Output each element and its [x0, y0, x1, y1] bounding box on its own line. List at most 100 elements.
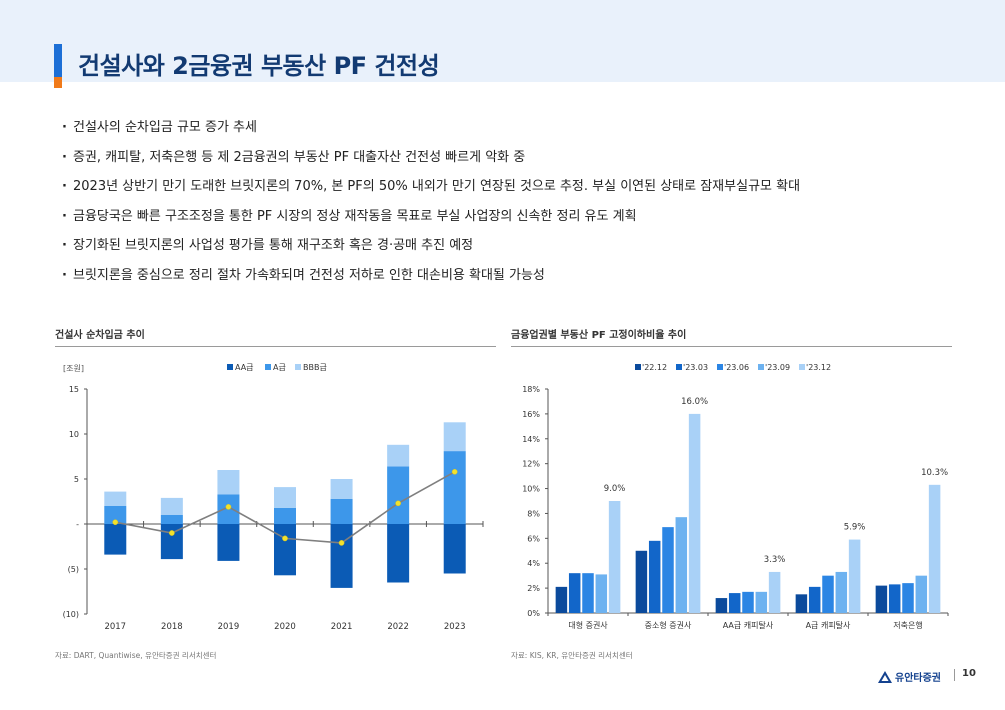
- chart1-bar: [387, 524, 410, 583]
- chart2-legend-swatch: [717, 364, 723, 370]
- bullet-text: 2023년 상반기 만기 도래한 브릿지론의 70%, 본 PF의 50% 내외…: [73, 179, 801, 194]
- chart2-bar: [888, 584, 901, 613]
- chart1-y-tick-label: -: [76, 520, 79, 529]
- chart2-legend-label: '23.06: [724, 363, 749, 372]
- chart2-bar: [608, 501, 621, 613]
- chart2-bar: [635, 550, 648, 613]
- page-number: 10: [962, 668, 976, 679]
- chart1-bar: [274, 507, 296, 524]
- chart1-line-point: [338, 540, 345, 546]
- pf-npl-ratio-chart: '22.12 '23.03 '23.06 '23.09 '23.12 0% 2% 4% 6% 8…: [522, 363, 949, 630]
- chart2-bar: [848, 539, 861, 613]
- chart2-bar: [835, 571, 848, 613]
- chart2-y-tick-label: 10%: [522, 485, 540, 494]
- chart1-line-point: [112, 519, 119, 526]
- chart1-y-tick-label: (5): [68, 565, 79, 574]
- chart1-bar: [443, 524, 466, 574]
- chart1-unit-label: [조원]: [63, 364, 84, 373]
- chart2-x-label: AA급 캐피탈사: [723, 620, 774, 630]
- chart1-legend-swatch: [265, 364, 271, 370]
- chart2-bar: [555, 586, 568, 613]
- chart1-x-label: 2020: [274, 622, 296, 632]
- chart1-y-tick-label: 15: [69, 385, 79, 394]
- chart2-data-label: 9.0%: [604, 484, 626, 494]
- chart2-bar: [795, 594, 808, 613]
- chart1-bar: [160, 497, 183, 515]
- chart2-data-label: 16.0%: [681, 397, 708, 407]
- bullet-text: 금융당국은 빠른 구조조정을 통한 PF 시장의 정상 재작동을 목표로 부실 …: [73, 208, 637, 224]
- chart2-data-label: 10.3%: [921, 468, 948, 478]
- chart1-line-point: [451, 468, 458, 475]
- chart1-bar: [160, 524, 183, 560]
- chart1-bar: [160, 515, 183, 524]
- chart2-source: 자료: KIS, KR, 유안타증권 리서치센터: [511, 651, 633, 660]
- chart1-x-label: 2021: [331, 622, 353, 632]
- chart2-y-tick-label: 14%: [522, 435, 540, 444]
- chart2-bar: [768, 571, 781, 613]
- chart2-y-tick-label: 8%: [527, 509, 540, 518]
- footer-separator: [954, 669, 955, 681]
- chart1-y-tick-label: 10: [69, 430, 79, 439]
- chart1-bar: [387, 444, 410, 467]
- chart1-bar: [330, 498, 353, 524]
- chart1-legend-label: A급: [273, 363, 286, 372]
- bullet-item: · 2023년 상반기 만기 도래한 브릿지론의 70%, 본 PF의 50% 내…: [62, 179, 801, 194]
- chart2-data-label: 5.9%: [844, 523, 866, 533]
- company-logo-icon: [878, 670, 892, 683]
- chart2-bar: [822, 575, 834, 613]
- chart1-bar: [330, 479, 353, 499]
- chart1-y-tick-label: (10): [63, 610, 79, 619]
- bullet-item: · 금융당국은 빠른 구조조정을 통한 PF 시장의 정상 재작동을 목표로 부실…: [62, 208, 637, 224]
- header-band: [0, 0, 1005, 82]
- net-debt-chart: [조원] AA급 A급 BBB급 15 10 5 - (5) (10) 2017 2018 201…: [63, 363, 484, 632]
- chart1-legend-swatch: [295, 364, 301, 370]
- bullet-list: · 건설사의 순차입금 규모 증가 추세 · 증권, 캐피탈, 저축은행 등 제 2…: [62, 118, 962, 295]
- chart1-x-label: 2022: [387, 622, 409, 632]
- chart2-x-label: 중소형 증권사: [645, 620, 692, 630]
- chart2-bar: [582, 573, 594, 613]
- chart1-x-label: 2019: [218, 622, 240, 632]
- chart2-bar: [728, 593, 741, 613]
- chart1-line-point: [282, 535, 288, 542]
- chart2-y-tick-label: 18%: [522, 385, 540, 394]
- chart1-bar: [104, 491, 127, 506]
- chart1-x-label: 2023: [444, 622, 466, 632]
- chart2-data-label: 3.3%: [764, 555, 786, 565]
- chart1-bar: [104, 524, 127, 555]
- chart1-line-point: [225, 504, 232, 510]
- chart2-bar: [902, 583, 914, 613]
- chart2-legend-label: '23.12: [806, 363, 831, 372]
- chart2-legend-swatch: [676, 364, 682, 370]
- chart1-line-point: [169, 530, 175, 536]
- chart2-bar: [662, 527, 674, 613]
- chart2-bar: [715, 598, 728, 613]
- chart2-x-label: A급 캐피탈사: [806, 620, 851, 630]
- chart1-bar: [274, 487, 296, 508]
- chart2-y-tick-label: 16%: [522, 410, 540, 419]
- chart2-y-tick-label: 6%: [527, 534, 540, 543]
- chart2-bar: [915, 575, 928, 613]
- bullet-item: · 장기화된 브릿지론의 사업성 평가를 통해 재구조화 혹은 경·공매 추진 예…: [62, 238, 474, 253]
- chart1-rule: [55, 346, 496, 347]
- bullet-item: · 증권, 캐피탈, 저축은행 등 제 2금융권의 부동산 PF 대출자산 건전성…: [62, 149, 526, 165]
- chart2-y-tick-label: 12%: [522, 460, 540, 469]
- chart2-x-label: 저축은행: [893, 620, 922, 630]
- chart2-rule: [511, 346, 952, 347]
- chart1-title: 건설사 순차입금 추이: [55, 330, 145, 341]
- chart2-bar: [928, 484, 941, 613]
- chart1-y-tick-label: 5: [74, 475, 79, 484]
- chart1-bar: [387, 466, 410, 524]
- chart2-bar: [568, 573, 581, 613]
- chart2-y-tick-label: 4%: [527, 559, 540, 568]
- chart2-bar: [648, 540, 661, 613]
- chart1-x-label: 2018: [161, 622, 183, 632]
- company-logo: 유안타증권: [878, 669, 941, 684]
- chart2-x-label: 대형 증권사: [568, 620, 608, 630]
- chart1-source: 자료: DART, Quantiwise, 유안타증권 리서치센터: [55, 651, 217, 660]
- bullet-text: 증권, 캐피탈, 저축은행 등 제 2금융권의 부동산 PF 대출자산 건전성 …: [73, 149, 526, 165]
- chart2-bar: [688, 413, 701, 613]
- chart1-bar: [274, 524, 296, 576]
- chart1-bar: [330, 524, 353, 588]
- chart1-bar: [104, 506, 127, 524]
- chart2-bar: [755, 591, 768, 613]
